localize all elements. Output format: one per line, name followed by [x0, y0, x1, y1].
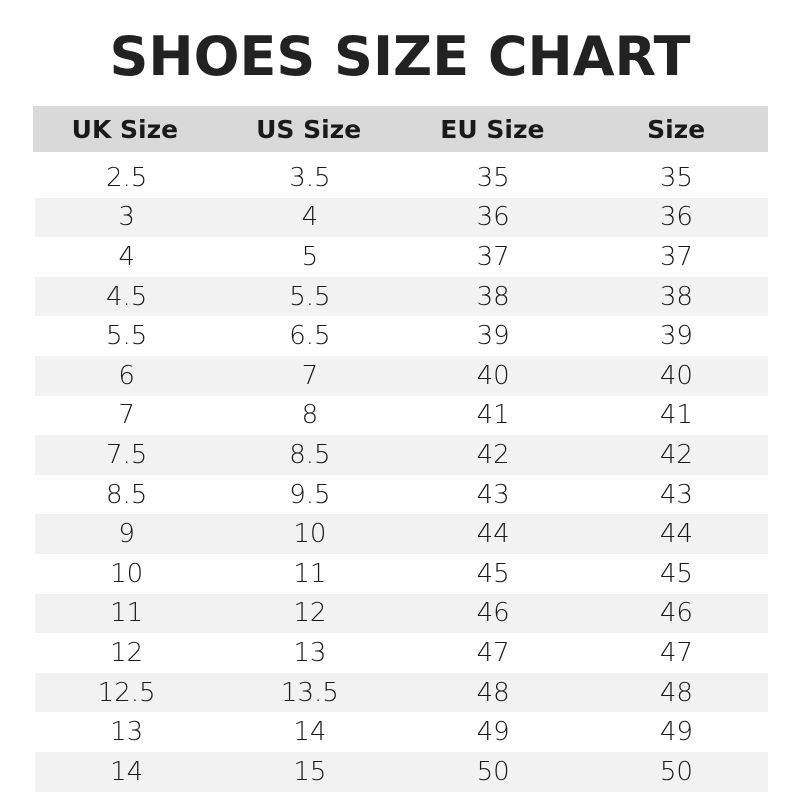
us-size-cell: 14 [293, 717, 327, 748]
size-table: UK Size US Size EU Size Size 2.5 3.5 35 35 3… [33, 106, 768, 792]
size-cell: 39 [659, 321, 693, 352]
uk-size-cell: 9 [118, 519, 135, 550]
size-cell: 41 [659, 400, 693, 431]
size-cell: 42 [659, 439, 693, 470]
header-us-size: US Size [256, 114, 362, 144]
us-size-cell: 5.5 [289, 281, 331, 312]
size-cell: 50 [659, 756, 693, 787]
uk-size-cell: 4.5 [105, 281, 148, 312]
table-row: 6 7 40 40 [35, 355, 768, 396]
size-cell: 35 [659, 162, 693, 193]
eu-size-cell: 38 [476, 281, 510, 312]
us-size-cell: 8 [301, 400, 319, 431]
size-cell: 36 [659, 202, 693, 233]
size-cell: 38 [659, 281, 693, 312]
eu-size-cell: 44 [476, 519, 510, 550]
us-size-cell: 8.5 [289, 439, 331, 470]
size-cell: 43 [659, 479, 693, 510]
table-row: 9 10 44 44 [35, 514, 768, 554]
table-row: 7 8 41 41 [35, 396, 768, 436]
eu-size-cell: 39 [476, 321, 510, 352]
table-row: 12 13 47 47 [35, 633, 768, 673]
eu-size-cell: 40 [476, 360, 510, 391]
size-cell: 49 [659, 717, 693, 748]
table-row: 3 4 36 36 [35, 197, 768, 238]
eu-size-cell: 42 [476, 439, 510, 470]
us-size-cell: 13 [293, 637, 327, 668]
uk-size-cell: 2.5 [105, 162, 148, 193]
uk-size-cell: 14 [110, 756, 144, 787]
uk-size-cell: 7 [118, 400, 135, 431]
us-size-cell: 4 [301, 202, 319, 233]
table-row: 13 14 49 49 [35, 712, 768, 752]
table-header: UK Size US Size EU Size Size [33, 106, 768, 152]
uk-size-cell: 3 [118, 202, 135, 233]
eu-size-cell: 35 [476, 162, 510, 193]
table-row: 7.5 8.5 42 42 [35, 435, 768, 475]
us-size-cell: 15 [293, 756, 327, 787]
eu-size-cell: 47 [476, 637, 510, 668]
table-row: 4 5 37 37 [35, 237, 768, 277]
eu-size-cell: 46 [476, 598, 510, 629]
header-uk-size: UK Size [71, 114, 179, 144]
page-title: SHOES SIZE CHART [109, 25, 691, 88]
size-cell: 37 [659, 241, 693, 272]
us-size-cell: 6.5 [289, 321, 331, 352]
uk-size-cell: 11 [110, 598, 144, 629]
uk-size-cell: 8.5 [105, 479, 148, 510]
eu-size-cell: 37 [476, 241, 510, 272]
size-cell: 46 [659, 598, 693, 629]
eu-size-cell: 41 [476, 400, 510, 431]
uk-size-cell: 12.5 [97, 677, 156, 708]
us-size-cell: 11 [293, 558, 327, 589]
us-size-cell: 13.5 [280, 677, 339, 708]
uk-size-cell: 10 [110, 558, 144, 589]
eu-size-cell: 49 [476, 717, 510, 748]
us-size-cell: 7 [301, 360, 319, 391]
table-row: 2.5 3.5 35 35 [35, 158, 768, 198]
size-cell: 48 [659, 677, 693, 708]
size-cell: 40 [659, 360, 693, 391]
table-row: 14 15 50 50 [35, 751, 768, 792]
table-row: 11 12 46 46 [35, 593, 768, 634]
header-eu-size: EU Size [440, 114, 545, 144]
us-size-cell: 10 [293, 519, 327, 550]
uk-size-cell: 4 [118, 241, 135, 272]
table-row: 5.5 6.5 39 39 [35, 316, 768, 356]
table-body: 2.5 3.5 35 35 3 4 36 36 4 5 37 37 4.5 5.5 38 38 5.5 6.5 39… [33, 158, 768, 792]
uk-size-cell: 7.5 [105, 439, 148, 470]
eu-size-cell: 43 [476, 479, 510, 510]
uk-size-cell: 13 [110, 717, 144, 748]
uk-size-cell: 5.5 [105, 321, 148, 352]
table-row: 4.5 5.5 38 38 [35, 276, 768, 317]
us-size-cell: 12 [293, 598, 327, 629]
eu-size-cell: 50 [476, 756, 510, 787]
table-row: 10 11 45 45 [35, 554, 768, 594]
eu-size-cell: 36 [476, 202, 510, 233]
us-size-cell: 9.5 [289, 479, 331, 510]
size-cell: 44 [659, 519, 693, 550]
header-size: Size [647, 114, 706, 144]
uk-size-cell: 6 [118, 360, 135, 391]
size-cell: 45 [659, 558, 693, 589]
us-size-cell: 3.5 [289, 162, 331, 193]
uk-size-cell: 12 [110, 637, 144, 668]
eu-size-cell: 48 [476, 677, 510, 708]
table-row: 12.5 13.5 48 48 [35, 672, 768, 713]
size-cell: 47 [659, 637, 693, 668]
us-size-cell: 5 [301, 241, 319, 272]
eu-size-cell: 45 [476, 558, 510, 589]
table-row: 8.5 9.5 43 43 [35, 475, 768, 515]
